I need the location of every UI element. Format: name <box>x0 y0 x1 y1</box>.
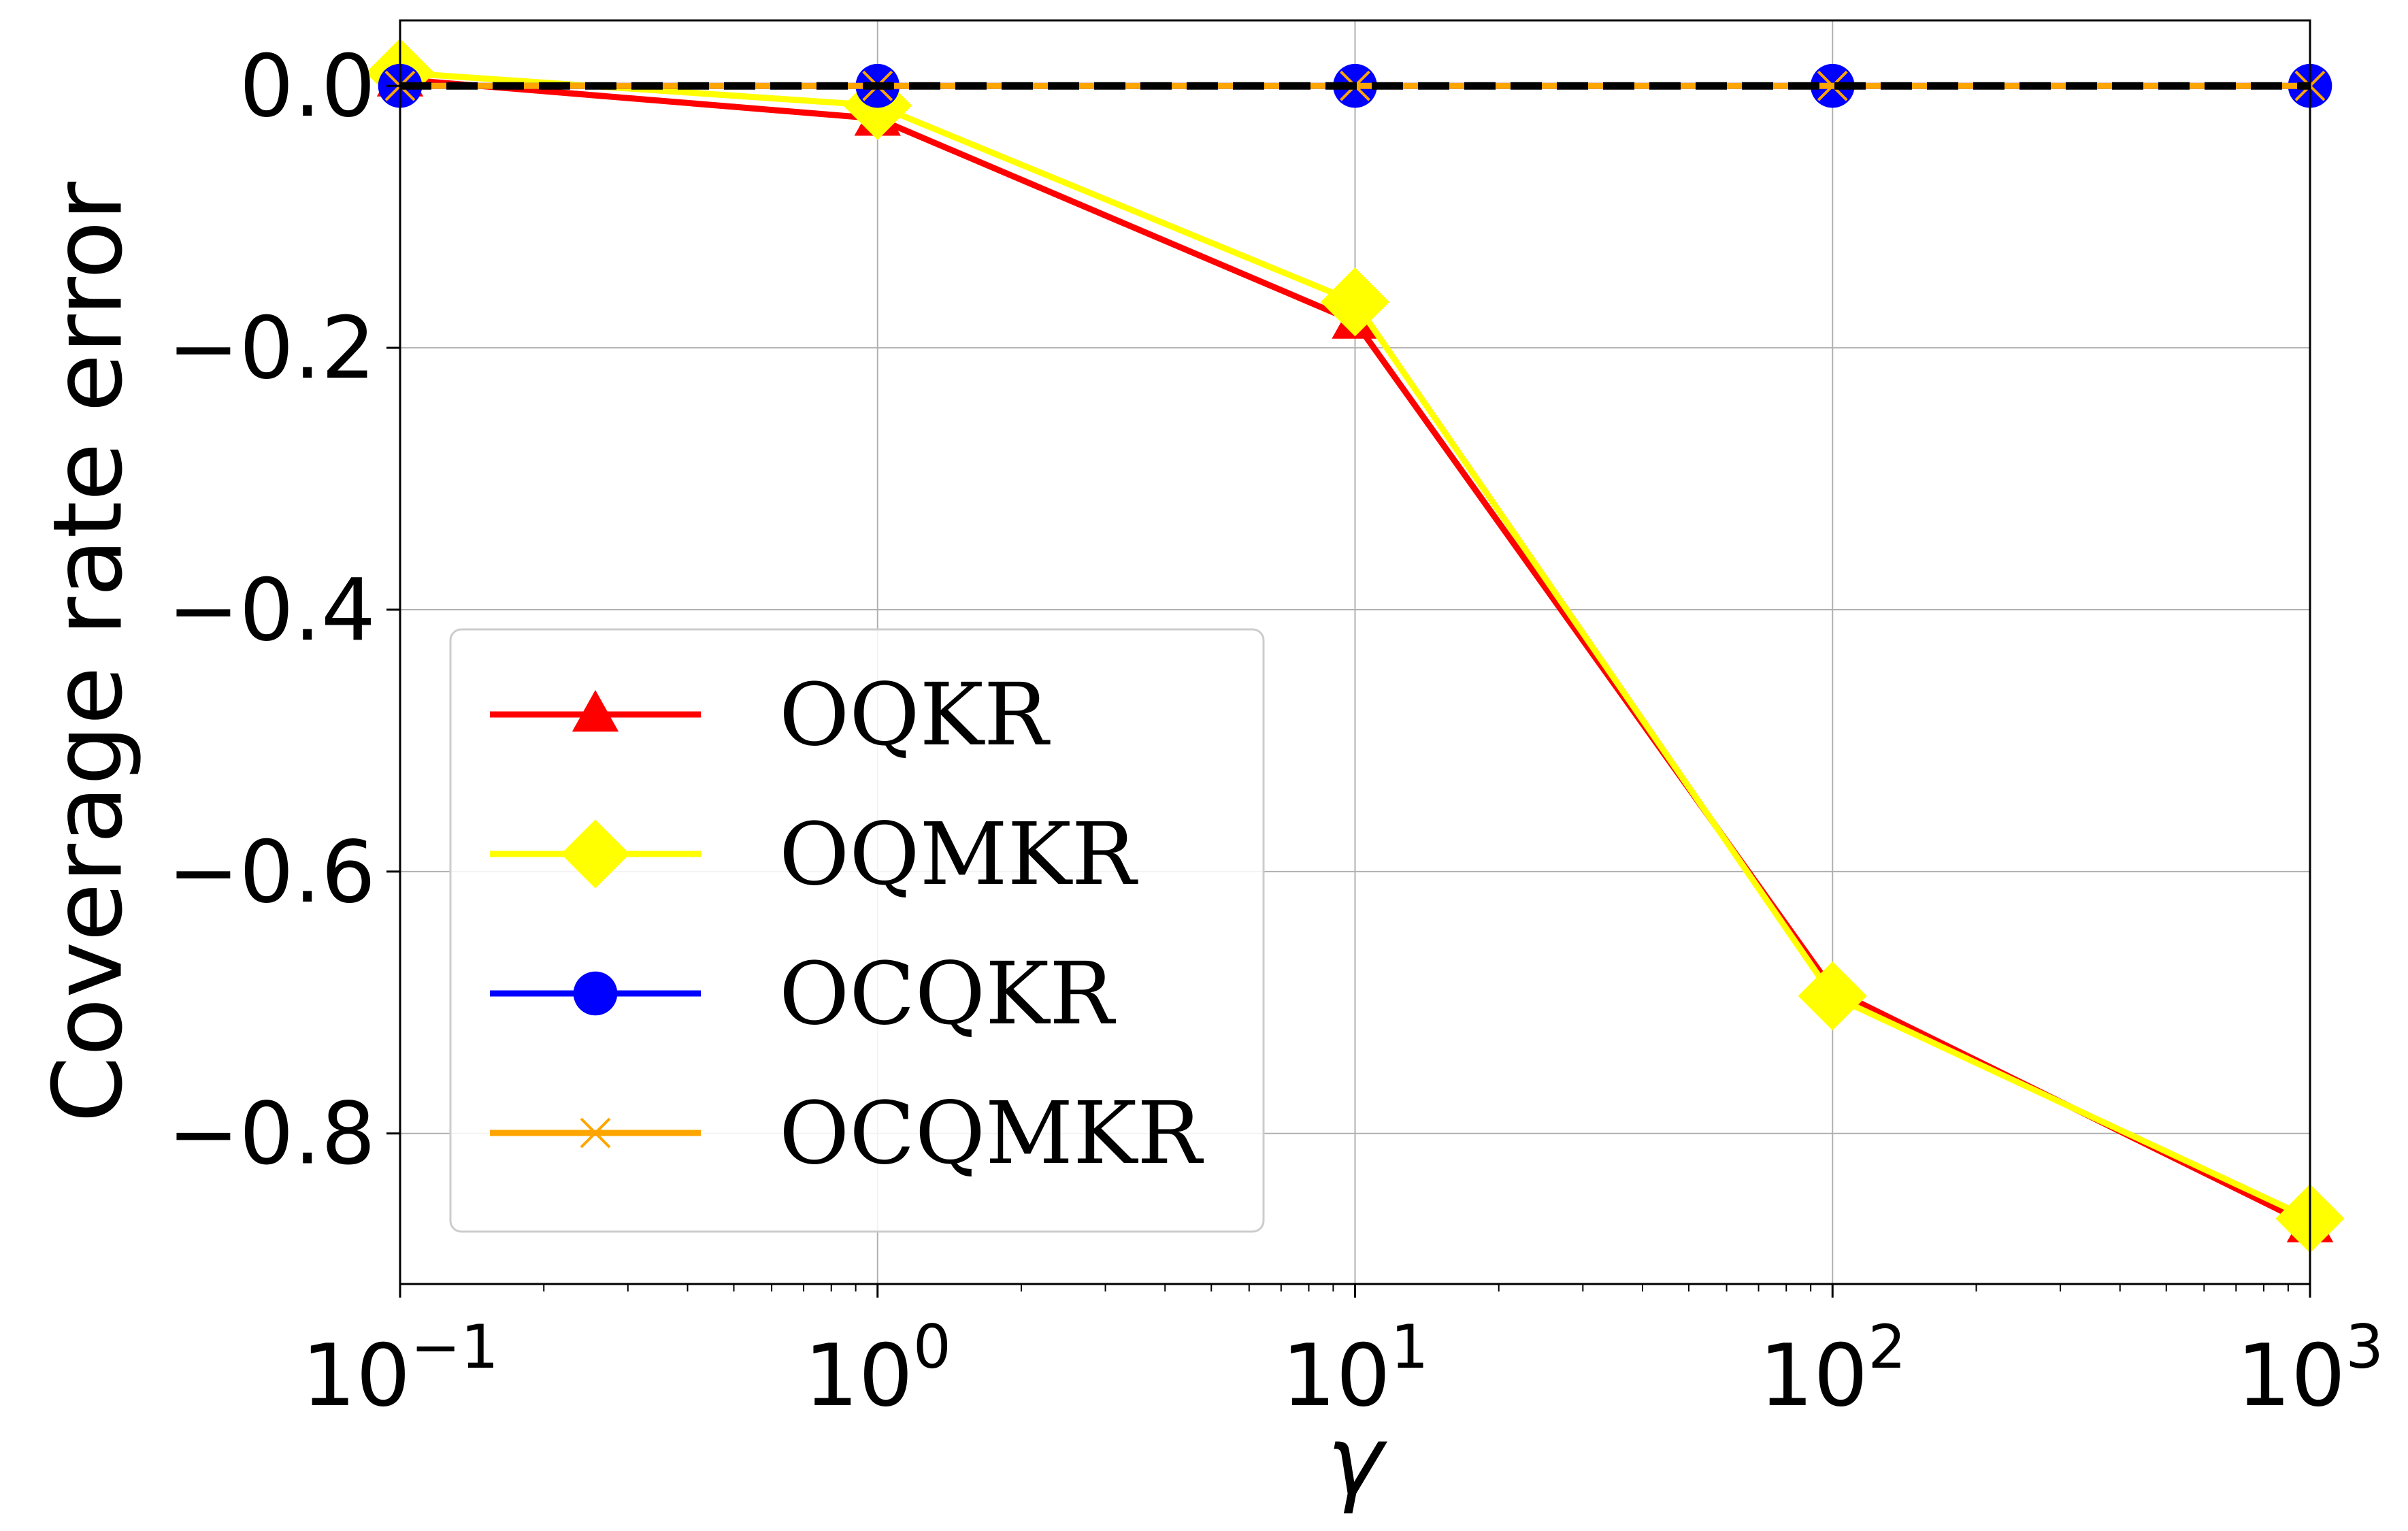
diamond-marker <box>1798 961 1867 1031</box>
legend-item-oqmkr: OQMKR <box>490 804 1138 904</box>
y-tick-label: −0.8 <box>167 1084 376 1184</box>
y-tick-label: −0.2 <box>167 298 376 398</box>
x-marker <box>580 1117 611 1149</box>
legend-label: OCQMKR <box>779 1083 1204 1183</box>
x-tick-label: 10−1 <box>301 1312 499 1426</box>
x-marker <box>1817 70 1848 101</box>
y-tick-label: 0.0 <box>240 36 376 136</box>
circle-marker <box>573 971 618 1016</box>
y-tick-label: −0.4 <box>167 560 376 660</box>
diamond-marker <box>1320 267 1390 337</box>
x-tick-label: 103 <box>2237 1312 2384 1426</box>
y-axis-label: Coverage rate error <box>33 182 144 1123</box>
x-tick-label: 101 <box>1281 1312 1428 1426</box>
legend-item-oqkr: OQKR <box>490 665 1051 765</box>
legend-item-ocqkr: OCQKR <box>490 944 1116 1044</box>
legend-label: OCQKR <box>779 944 1116 1044</box>
x-axis-label: γ <box>1327 1406 1387 1517</box>
x-tick-label: 100 <box>804 1312 951 1426</box>
diamond-marker <box>561 819 630 889</box>
y-tick-labels: 0.0 −0.2 −0.4 −0.6 −0.8 <box>167 36 376 1183</box>
x-tick-label: 102 <box>1759 1312 1906 1426</box>
legend-box <box>449 628 1265 1233</box>
y-tick-label: −0.6 <box>167 822 376 922</box>
legend-label: OQMKR <box>779 804 1138 904</box>
legend-item-ocqmkr: OCQMKR <box>490 1083 1204 1183</box>
triangle-marker <box>572 690 619 732</box>
legend: OQKR OQMKR OCQKR OCQMKR <box>449 628 1265 1233</box>
x-tick-labels: 10−1 100 101 102 103 <box>301 1312 2384 1426</box>
legend-label: OQKR <box>779 665 1051 765</box>
ticks <box>386 84 2311 1298</box>
